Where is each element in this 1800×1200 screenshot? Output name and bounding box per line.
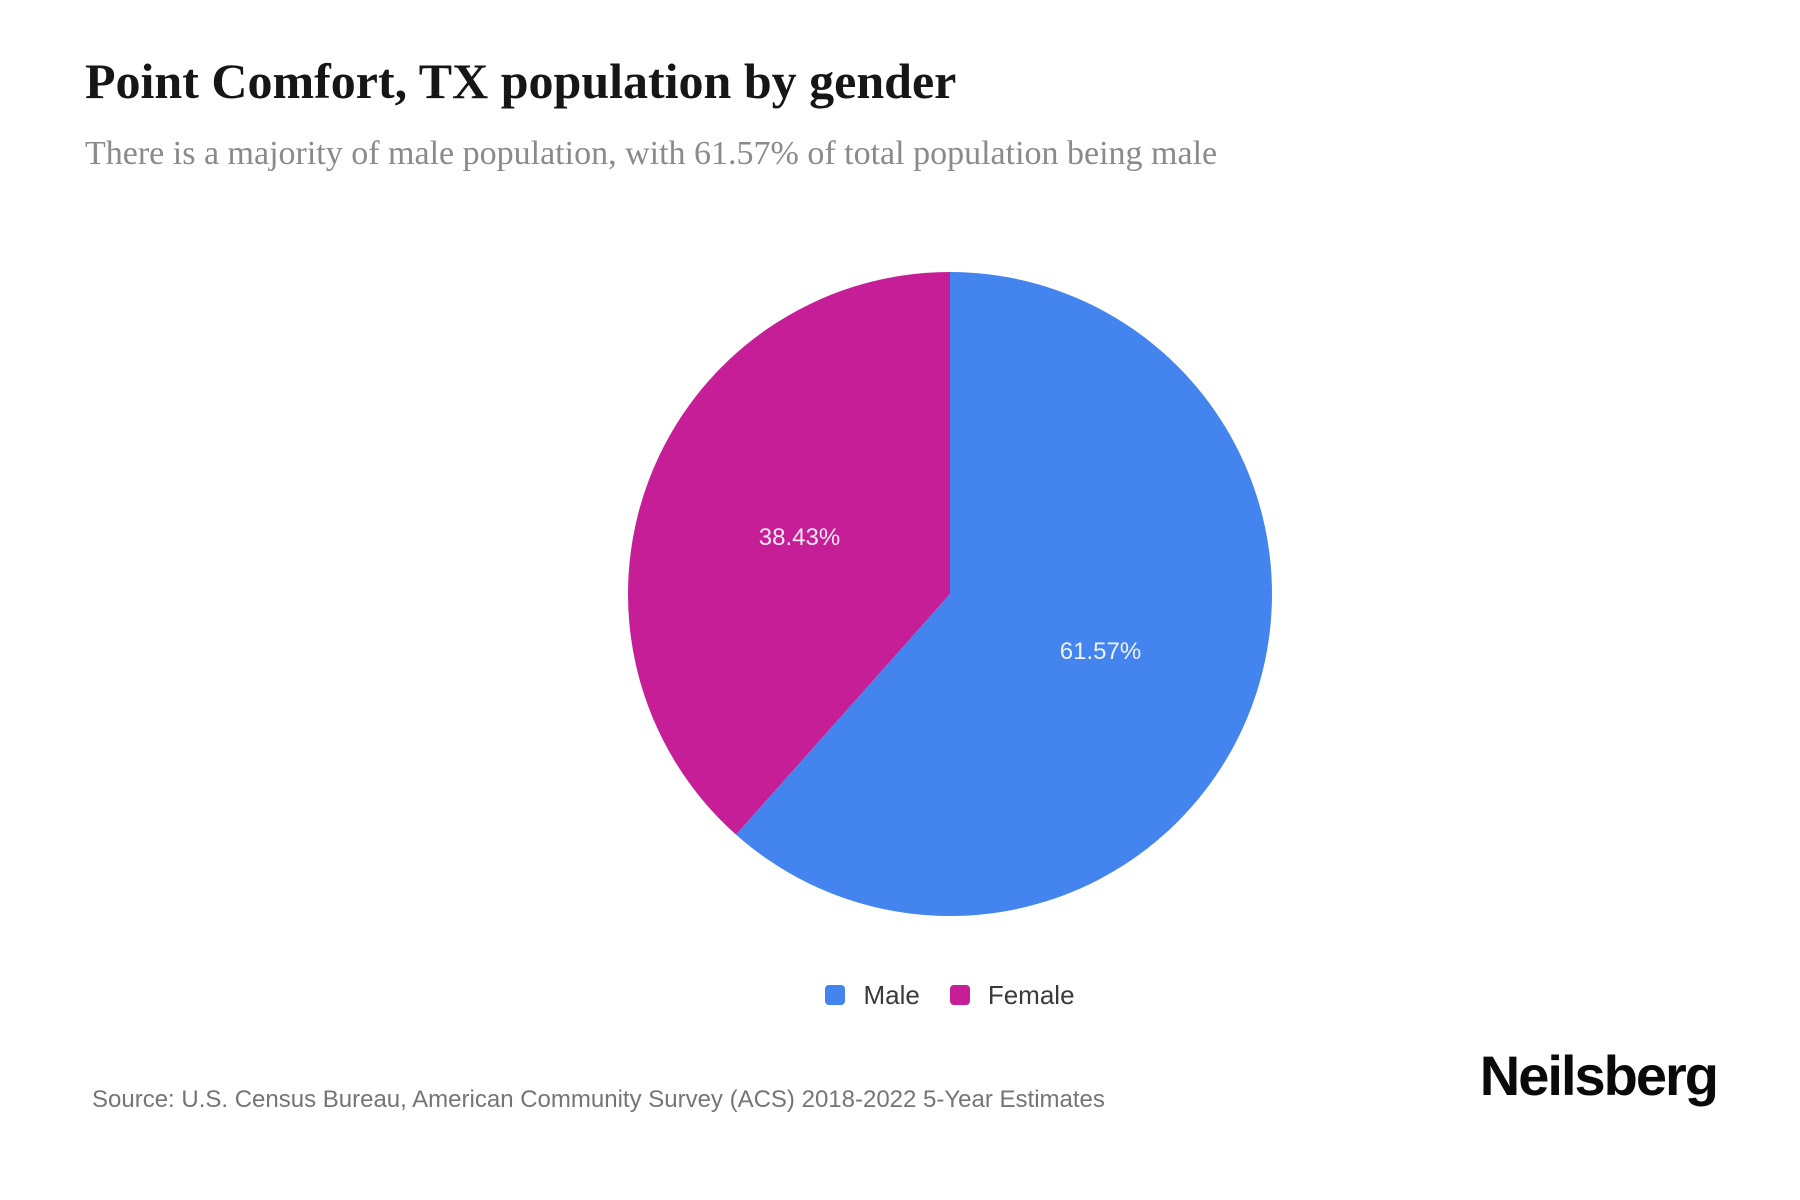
legend-label-female: Female: [987, 980, 1075, 1010]
chart-subtitle: There is a majority of male population, …: [85, 135, 1218, 172]
neilsberg-logo: Neilsberg: [1479, 1044, 1719, 1107]
pie-slice-label-male: 61.57%: [1060, 638, 1141, 665]
chart-legend: Male Female: [620, 982, 1280, 1008]
pie-slice-label-female: 38.43%: [759, 524, 840, 551]
legend-swatch-male: [825, 985, 846, 1005]
legend-swatch-female: [949, 985, 970, 1005]
pie-chart: 61.57% 38.43%: [627, 272, 1272, 916]
legend-label-male: Male: [863, 980, 920, 1010]
chart-title: Point Comfort, TX population by gender: [85, 53, 957, 109]
pie-slice-male[interactable]: [736, 272, 1272, 916]
legend-item-male[interactable]: Male: [825, 980, 920, 1010]
legend-item-female[interactable]: Female: [949, 980, 1075, 1010]
pie-slice-female[interactable]: [627, 272, 950, 835]
source-attribution: Source: U.S. Census Bureau, American Com…: [92, 1086, 1105, 1113]
